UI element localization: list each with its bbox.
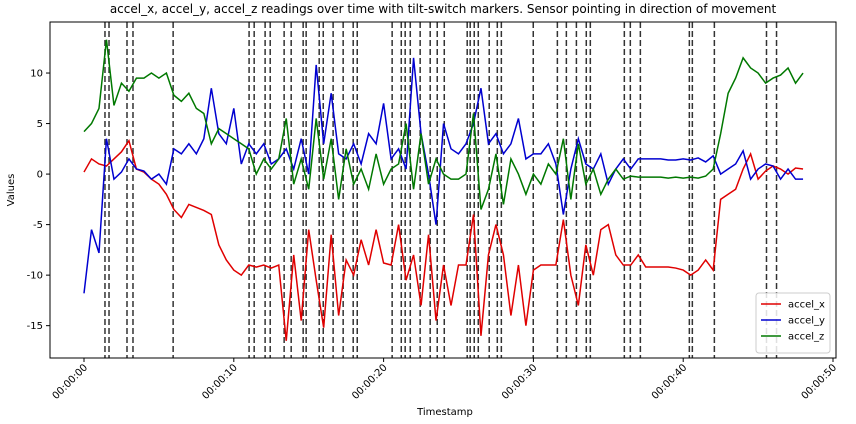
x-axis-label: Timestamp [416, 407, 473, 418]
y-tick-label: -5 [33, 220, 43, 231]
legend-box [755, 292, 831, 354]
series-line [83, 138, 804, 341]
plot-frame [49, 21, 837, 359]
chart-title: accel_x, accel_y, accel_z readings over … [110, 2, 777, 16]
y-axis-label: Values [6, 174, 17, 207]
y-tick-label: -10 [27, 271, 43, 282]
y-tick-label: 10 [30, 69, 43, 80]
series-line [83, 57, 804, 294]
series-line [83, 39, 804, 210]
y-tick-label: 5 [37, 119, 43, 130]
legend-label: accel_x [788, 300, 825, 311]
legend-label: accel_y [788, 316, 825, 327]
y-tick-label: 0 [37, 170, 43, 181]
legend-label: accel_z [788, 332, 824, 343]
y-tick-label: -15 [27, 321, 43, 332]
